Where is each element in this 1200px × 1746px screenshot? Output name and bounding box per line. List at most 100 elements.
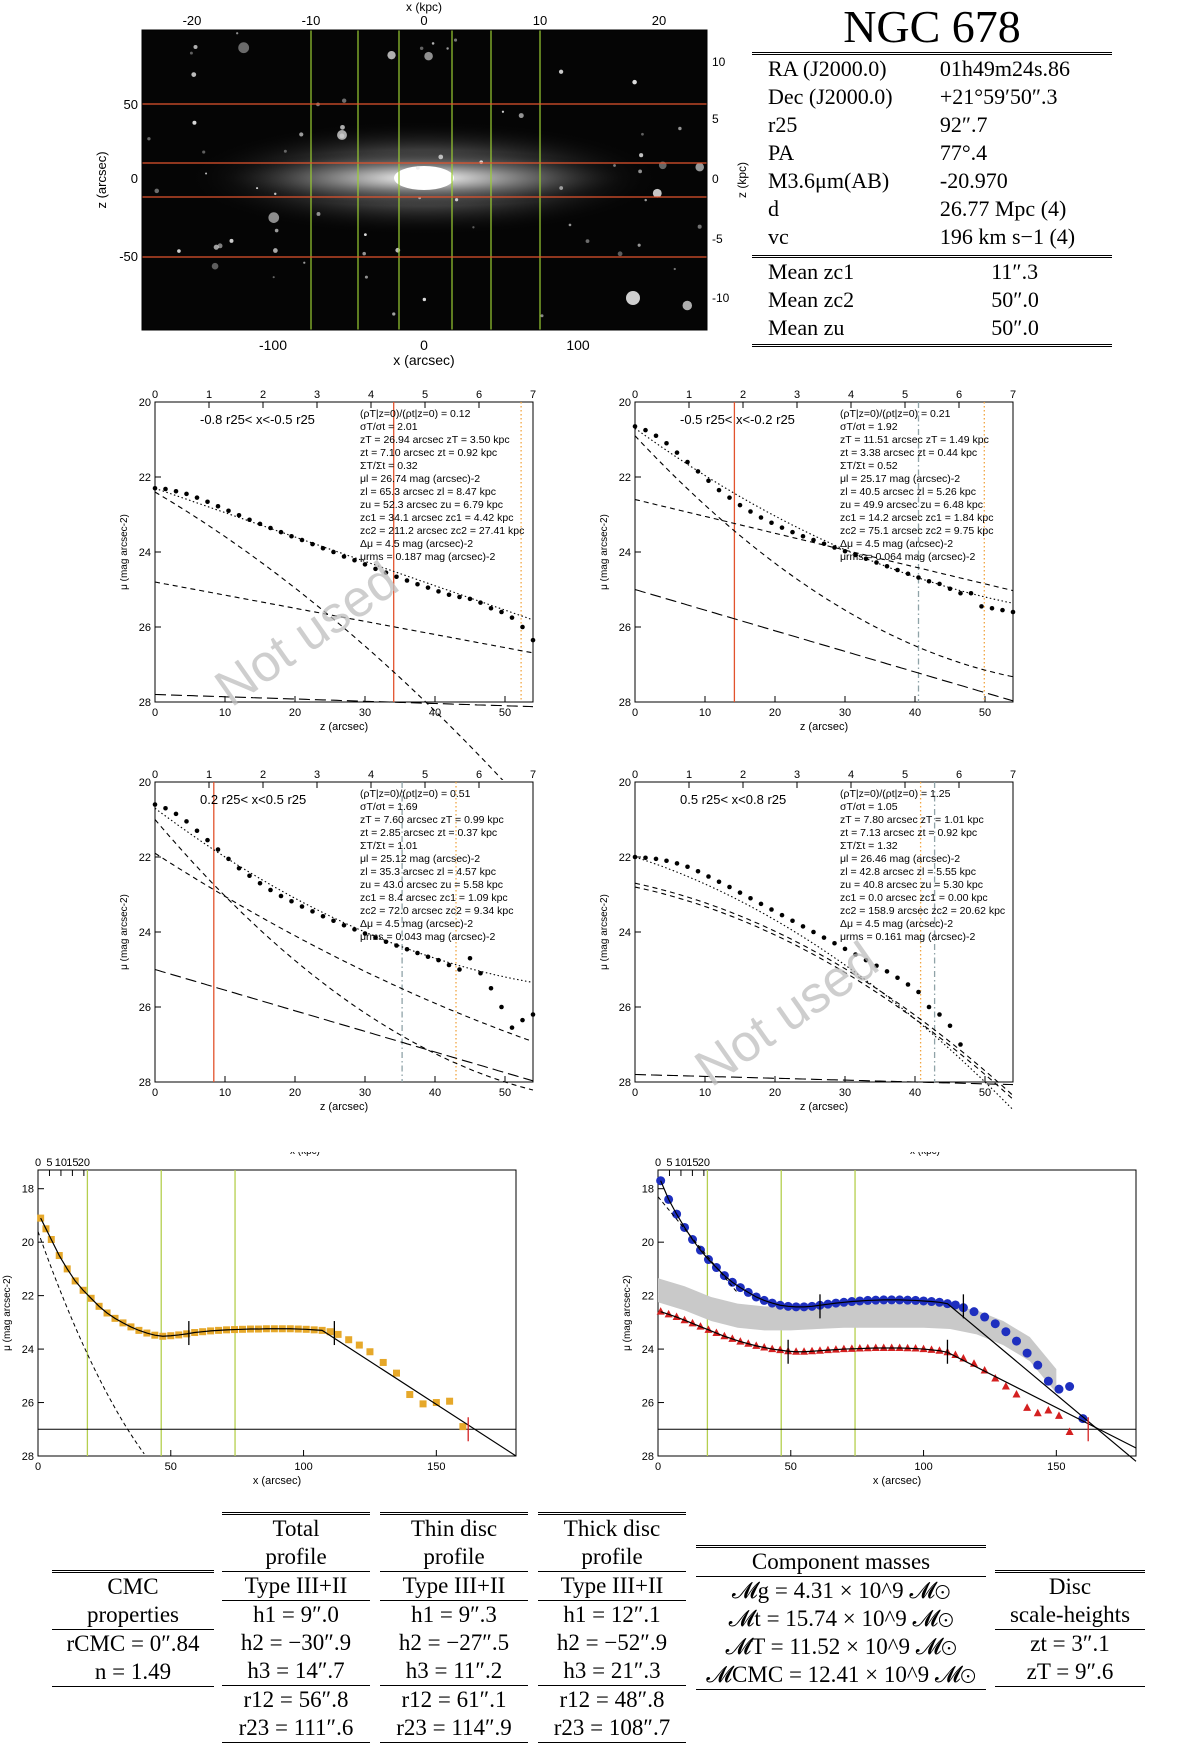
x-tick-label: 40 bbox=[909, 707, 921, 719]
data-point bbox=[446, 1397, 454, 1405]
x-tick-label: 0 bbox=[35, 1461, 41, 1473]
data-point-thick bbox=[800, 1347, 809, 1355]
star bbox=[192, 120, 197, 125]
data-point bbox=[632, 854, 638, 860]
data-point-thick bbox=[1054, 1411, 1063, 1419]
panel-title: 0.5 r25< x<0.8 r25 bbox=[680, 792, 786, 807]
vertical-profile-chart-3: 0 10 20 30 40 50 0 1 2 3 4 5 6 7 20 22 24 26 28 z (arcsec) z… bbox=[120, 770, 536, 1113]
data-point bbox=[800, 533, 806, 539]
data-point bbox=[326, 1328, 334, 1336]
star bbox=[274, 228, 279, 233]
star bbox=[540, 314, 544, 318]
star bbox=[472, 226, 475, 229]
star bbox=[438, 154, 444, 160]
star bbox=[362, 251, 366, 256]
data-point bbox=[247, 873, 252, 879]
star bbox=[256, 187, 259, 190]
info-value: +21°59′50″.3 bbox=[939, 84, 1058, 109]
data-point bbox=[758, 515, 764, 520]
data-point bbox=[173, 488, 179, 494]
data-point bbox=[695, 868, 701, 874]
info-row: M3.6μm(AB) -20.970 bbox=[752, 167, 1112, 195]
galaxy-bottom-tick: 0 bbox=[420, 337, 428, 353]
y-tick-label: 22 bbox=[139, 852, 151, 864]
thin-row: h3 = 11″.2 bbox=[405, 1658, 503, 1683]
fit-line bbox=[660, 1311, 1137, 1449]
fit-parameter: σT/σt = 1.69 bbox=[360, 801, 418, 813]
x-top-tick-label: 6 bbox=[956, 770, 962, 781]
x-tick-label: 20 bbox=[769, 1087, 781, 1099]
thick-row: h1 = 12″.1 bbox=[538, 1600, 686, 1629]
galaxy-left-axis-label: z (arcsec) bbox=[94, 151, 109, 208]
data-point bbox=[811, 537, 816, 543]
star bbox=[191, 72, 197, 77]
data-point bbox=[355, 1341, 363, 1349]
data-point-thick bbox=[831, 1345, 840, 1353]
data-point bbox=[509, 615, 515, 620]
info-value: 92″.7 bbox=[939, 112, 988, 137]
model-curve bbox=[634, 498, 1014, 592]
info-row: vc 196 km s−1 (4) bbox=[752, 223, 1112, 251]
panel-title: -0.8 r25< x<-0.5 r25 bbox=[200, 412, 315, 427]
mean-row: Mean zc1 11″.3 bbox=[752, 257, 1112, 287]
x-top-tick-label: 5 bbox=[422, 770, 428, 781]
x-top-tick-label: 20 bbox=[78, 1157, 90, 1169]
info-row: d 26.77 Mpc (4) bbox=[752, 195, 1112, 223]
total-row: h1 = 9″.0 bbox=[222, 1600, 370, 1629]
data-point bbox=[366, 1348, 374, 1356]
data-point-thick bbox=[815, 1346, 824, 1354]
y-tick-label: 20 bbox=[619, 397, 631, 409]
fit-line bbox=[660, 1180, 1137, 1462]
x-tick-label: 50 bbox=[499, 707, 511, 719]
x-tick-label: 50 bbox=[979, 1087, 991, 1099]
star bbox=[613, 164, 616, 167]
data-point-thin bbox=[1001, 1327, 1011, 1337]
data-point bbox=[947, 1023, 953, 1029]
galaxy-top-tick: -10 bbox=[302, 13, 321, 28]
data-point-thin bbox=[969, 1307, 979, 1317]
galaxy-info-panel: NGC 678 RA (J2000.0) 01h49m24s.86 Dec (J20… bbox=[752, 0, 1112, 347]
data-point bbox=[905, 982, 911, 987]
y-tick-label: 26 bbox=[642, 1398, 654, 1410]
data-point bbox=[853, 952, 858, 957]
fit-parameter: zu = 49.9 arcsec zu = 6.48 kpc bbox=[840, 499, 983, 511]
y-tick-label: 22 bbox=[619, 472, 631, 484]
star bbox=[272, 276, 275, 279]
data-point bbox=[226, 856, 231, 862]
mean-label: Mean zu bbox=[768, 315, 845, 340]
thin-row: h1 = 9″.3 bbox=[380, 1600, 528, 1629]
x-tick-label: 0 bbox=[632, 1087, 638, 1099]
data-point bbox=[863, 556, 869, 562]
x-top-tick-label: 1 bbox=[686, 390, 692, 401]
data-point-thin bbox=[1043, 1376, 1053, 1386]
galaxy-right-tick: -10 bbox=[712, 291, 730, 305]
cmc-properties-table: CMC properties rCMC = 0″.84 n = 1.49 bbox=[52, 1570, 214, 1687]
info-row: r25 92″.7 bbox=[752, 111, 1112, 139]
galaxy-top-tick: 10 bbox=[533, 13, 547, 28]
star bbox=[229, 238, 234, 243]
data-point-thick bbox=[1044, 1406, 1053, 1414]
x-top-tick-label: 0 bbox=[655, 1157, 661, 1169]
model-curve bbox=[634, 882, 1014, 1096]
data-point bbox=[467, 596, 473, 602]
fit-parameter: μl = 26.74 mag (arcsec)-2 bbox=[360, 473, 480, 485]
star bbox=[364, 275, 368, 279]
data-point bbox=[509, 1025, 515, 1030]
model-curve bbox=[154, 807, 534, 983]
data-point bbox=[926, 1004, 932, 1010]
data-point bbox=[937, 1012, 942, 1017]
data-point bbox=[832, 940, 837, 946]
data-point bbox=[289, 533, 294, 539]
x-top-tick-label: 4 bbox=[848, 770, 854, 781]
star bbox=[193, 44, 198, 50]
data-point bbox=[769, 520, 774, 526]
thick-row: r12 = 48″.8 bbox=[538, 1685, 686, 1714]
x-tick-label: 150 bbox=[427, 1461, 445, 1473]
fit-parameter: zc1 = 14.2 arcsec zc1 = 1.84 kpc bbox=[840, 512, 994, 524]
data-point bbox=[383, 570, 389, 575]
data-point bbox=[194, 495, 200, 500]
galaxy-left-tick: -50 bbox=[119, 249, 138, 264]
y-tick-label: 20 bbox=[139, 777, 151, 789]
y-tick-label: 26 bbox=[619, 622, 631, 634]
star bbox=[652, 188, 662, 198]
